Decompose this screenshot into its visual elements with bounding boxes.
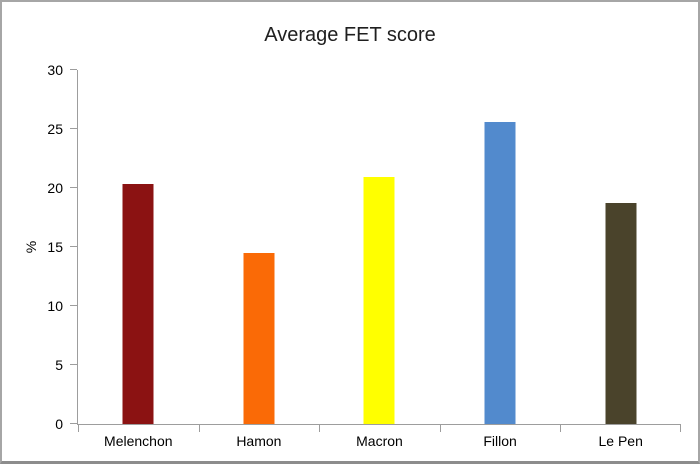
bar-slot: Macron [319,70,440,449]
y-axis-tick [70,364,77,366]
bar-fillon [484,121,516,424]
x-category-label: Fillon [483,433,517,449]
bar-melenchon [122,184,154,424]
x-axis-tick [319,425,321,432]
y-axis-tick-label: 5 [55,357,63,374]
y-axis-tick [70,305,77,307]
y-axis-tick [70,423,77,424]
bar-hamon [243,252,275,424]
x-category-label: Le Pen [598,433,643,449]
x-axis-tick [78,425,79,432]
y-axis-tick [70,246,77,247]
y-axis-tick [70,187,77,189]
y-axis-tick-label: 25 [47,121,63,137]
y-axis-tick-label: 0 [55,416,63,432]
x-category-label: Melenchon [104,433,173,449]
bar-slot: Hamon [199,70,320,449]
y-axis-tick [70,128,77,129]
bar-slot: Fillon [440,70,561,449]
x-category-label: Macron [356,433,403,449]
bar-slot: Melenchon [78,70,199,449]
bar-slot: Le Pen [560,70,681,449]
x-axis-tick [439,425,441,432]
x-axis-tick [198,425,200,432]
y-axis-tick-label: 15 [47,239,63,255]
bar-macron [363,177,395,424]
x-axis-tick [680,425,681,432]
chart-title: Average FET score [264,24,436,46]
y-axis-tick-label: 20 [47,180,63,197]
y-axis-tick [70,69,77,70]
x-category-label: Hamon [236,433,282,449]
y-axis-tick-label: 30 [47,62,63,78]
y-axis-tick-label: 10 [47,298,63,315]
bar-le-pen [605,203,637,424]
x-axis-tick [560,425,562,432]
plot-area: % 0 5 10 15 20 25 30 Melenchon Hamon Macron Fillon… [23,63,681,449]
